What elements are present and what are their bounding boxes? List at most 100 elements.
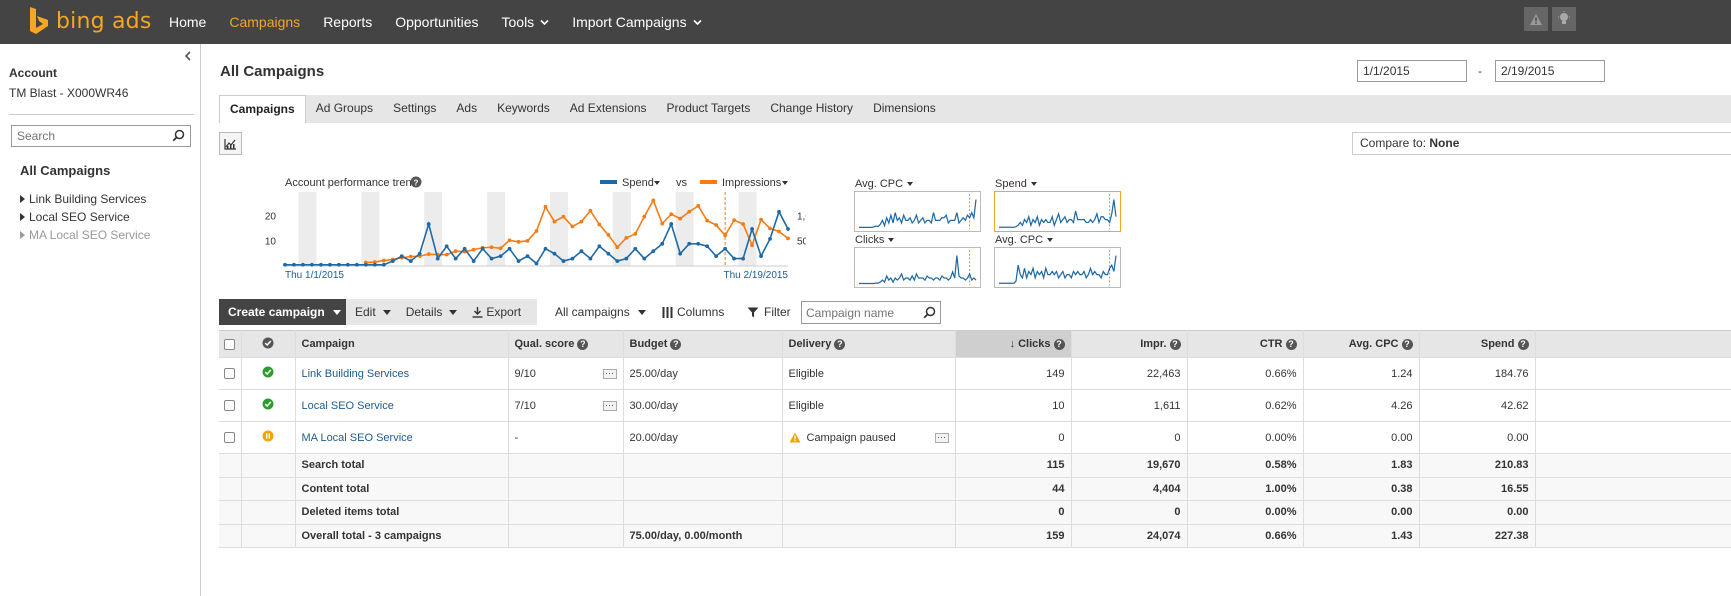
columns-button[interactable]: Columns (662, 305, 724, 319)
edit-button[interactable]: Edit (355, 305, 391, 319)
data-point-spend[interactable] (696, 241, 701, 246)
data-point-spend[interactable] (633, 246, 638, 251)
data-point-spend[interactable] (310, 262, 314, 267)
data-point-impressions[interactable] (381, 258, 386, 263)
data-point-spend[interactable] (759, 254, 763, 259)
data-point-spend[interactable] (660, 241, 665, 246)
data-point-spend[interactable] (283, 262, 287, 267)
data-point-spend[interactable] (462, 246, 467, 251)
help-icon[interactable]: ? (1169, 338, 1181, 350)
campaign-column-header[interactable]: Campaign (295, 330, 509, 358)
data-point-impressions[interactable] (372, 260, 377, 264)
nav-item-import-campaigns[interactable]: Import Campaigns (572, 14, 702, 30)
data-point-spend[interactable] (435, 256, 440, 261)
data-point-spend[interactable] (417, 251, 422, 256)
avg-cpc-column-header[interactable]: Avg. CPC? (1303, 330, 1420, 358)
spend-column-header[interactable]: Spend? (1419, 330, 1536, 358)
expand-triangle-icon[interactable] (20, 195, 25, 203)
data-point-spend[interactable] (642, 256, 647, 261)
data-point-impressions[interactable] (507, 238, 512, 243)
collapse-sidebar-icon[interactable] (184, 48, 192, 64)
data-point-impressions[interactable] (516, 239, 521, 244)
data-point-impressions[interactable] (408, 254, 413, 259)
data-point-spend[interactable] (705, 244, 710, 249)
data-point-spend[interactable] (471, 259, 476, 263)
create-campaign-button[interactable]: Create campaign (219, 299, 346, 325)
mini-chart-label-2[interactable]: Spend (995, 178, 1037, 190)
data-point-impressions[interactable] (426, 252, 431, 257)
data-point-spend[interactable] (444, 244, 449, 249)
tab-campaigns[interactable]: Campaigns (219, 95, 306, 123)
data-point-spend[interactable] (588, 256, 593, 261)
tab-settings[interactable]: Settings (393, 101, 437, 115)
tab-ads[interactable]: Ads (456, 101, 478, 115)
data-point-spend[interactable] (741, 256, 745, 261)
chart-toggle-button[interactable] (219, 132, 242, 155)
data-point-impressions[interactable] (678, 216, 683, 221)
data-point-spend[interactable] (669, 222, 674, 226)
data-point-spend[interactable] (399, 254, 404, 259)
budget-cell[interactable]: 30.00/day (623, 389, 783, 422)
data-point-impressions[interactable] (723, 233, 728, 238)
bing-ads-logo[interactable]: bing ads (28, 6, 152, 36)
data-point-spend[interactable] (354, 262, 359, 267)
data-point-impressions[interactable] (687, 209, 692, 214)
tab-product-targets[interactable]: Product Targets (666, 101, 751, 115)
data-point-spend[interactable] (381, 262, 386, 267)
data-point-impressions[interactable] (525, 238, 530, 243)
help-icon[interactable]: ? (410, 176, 422, 188)
data-point-spend[interactable] (624, 256, 629, 261)
nav-item-campaigns[interactable]: Campaigns (229, 14, 300, 30)
data-point-impressions[interactable] (633, 232, 638, 236)
export-button[interactable]: Export (472, 305, 521, 319)
data-point-impressions[interactable] (714, 223, 719, 227)
data-point-impressions[interactable] (453, 249, 458, 254)
mini-chart-avg-cpc-1[interactable] (854, 191, 981, 232)
data-point-spend[interactable] (372, 262, 377, 267)
sidebar-campaign-item[interactable]: Link Building Services (20, 190, 150, 208)
status-cell[interactable] (241, 389, 296, 422)
data-point-impressions[interactable] (579, 219, 584, 224)
data-point-spend[interactable] (543, 246, 548, 251)
all-campaigns-link[interactable]: All Campaigns (20, 163, 111, 178)
row-checkbox[interactable] (224, 368, 236, 380)
sidebar-campaign-item[interactable]: MA Local SEO Service (20, 226, 150, 244)
select-all-checkbox[interactable] (224, 338, 236, 350)
data-point-spend[interactable] (714, 254, 719, 259)
more-options-icon[interactable]: ··· (934, 432, 949, 443)
data-point-impressions[interactable] (489, 245, 494, 250)
data-point-impressions[interactable] (642, 214, 647, 219)
data-point-spend[interactable] (561, 259, 566, 263)
budget-column-header[interactable]: Budget? (623, 330, 783, 358)
help-icon[interactable]: ? (1517, 338, 1529, 350)
data-point-impressions[interactable] (624, 235, 629, 240)
data-point-impressions[interactable] (471, 247, 476, 252)
tab-ad-groups[interactable]: Ad Groups (315, 101, 374, 115)
data-point-spend[interactable] (606, 251, 611, 256)
help-icon[interactable]: ? (1401, 338, 1413, 350)
data-point-spend[interactable] (687, 241, 692, 246)
data-point-spend[interactable] (408, 259, 413, 263)
status-column-header[interactable] (241, 330, 296, 358)
data-point-impressions[interactable] (651, 198, 656, 203)
data-point-spend[interactable] (732, 256, 737, 261)
filter-button[interactable]: Filter (747, 305, 791, 319)
delivery-column-header[interactable]: Delivery? (782, 330, 956, 358)
help-icon[interactable]: ? (1053, 338, 1065, 350)
data-point-spend[interactable] (453, 256, 458, 261)
data-point-spend[interactable] (777, 209, 781, 214)
lightbulb-icon[interactable] (1552, 7, 1576, 31)
data-point-spend[interactable] (336, 262, 341, 267)
campaign-link[interactable]: MA Local SEO Service (301, 431, 413, 444)
data-point-impressions[interactable] (705, 218, 710, 223)
data-point-spend[interactable] (516, 259, 521, 263)
data-point-spend[interactable] (723, 246, 728, 251)
data-point-spend[interactable] (345, 262, 350, 267)
expand-triangle-icon[interactable] (20, 213, 25, 221)
data-point-spend[interactable] (768, 236, 772, 241)
sidebar-campaign-item[interactable]: Local SEO Service (20, 208, 150, 226)
date-to-input[interactable]: 2/19/2015 (1495, 60, 1605, 82)
data-point-impressions[interactable] (543, 204, 548, 209)
data-point-spend[interactable] (525, 254, 530, 259)
search-icon[interactable] (172, 129, 185, 145)
